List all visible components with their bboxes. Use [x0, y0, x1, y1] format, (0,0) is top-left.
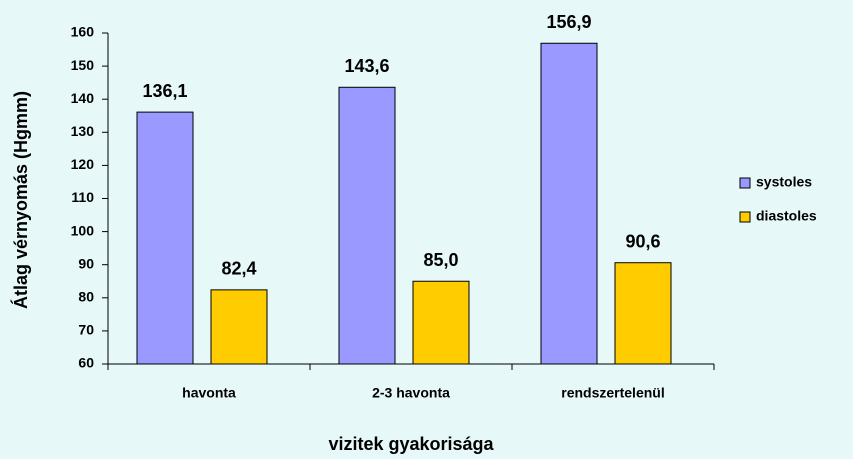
x-tick-label: havonta	[182, 385, 236, 401]
y-tick-label: 140	[71, 90, 95, 106]
value-label: 143,6	[344, 56, 389, 76]
y-tick-label: 160	[71, 24, 95, 40]
legend-label: diastoles	[756, 208, 817, 224]
x-axis-title: vizitek gyakorisága	[328, 434, 494, 454]
bar	[210, 289, 268, 365]
y-tick-label: 70	[78, 322, 94, 338]
y-axis-title: Átlag vérnyomás (Hgmm)	[10, 91, 31, 309]
bar	[412, 280, 470, 365]
x-tick-label: 2-3 havonta	[372, 385, 450, 401]
y-tick-label: 150	[71, 57, 95, 73]
y-tick-label: 60	[78, 355, 94, 371]
y-tick-label: 100	[71, 222, 95, 238]
value-label: 136,1	[142, 81, 187, 101]
y-tick-label: 110	[71, 189, 94, 205]
legend-label: systoles	[756, 174, 812, 190]
value-label: 82,4	[221, 259, 256, 279]
x-tick-label: rendszertelenül	[561, 385, 664, 401]
y-tick-label: 130	[71, 123, 95, 139]
y-tick-label: 120	[71, 156, 95, 172]
legend-swatch	[739, 211, 751, 223]
bar	[540, 42, 598, 365]
legend-swatch	[739, 177, 751, 189]
bar	[136, 111, 194, 365]
bar	[338, 86, 396, 365]
value-label: 156,9	[546, 12, 591, 32]
y-tick-label: 90	[78, 255, 94, 271]
y-tick-label: 80	[78, 289, 94, 305]
value-label: 90,6	[625, 231, 660, 251]
bar	[614, 262, 672, 365]
value-label: 85,0	[423, 250, 458, 270]
